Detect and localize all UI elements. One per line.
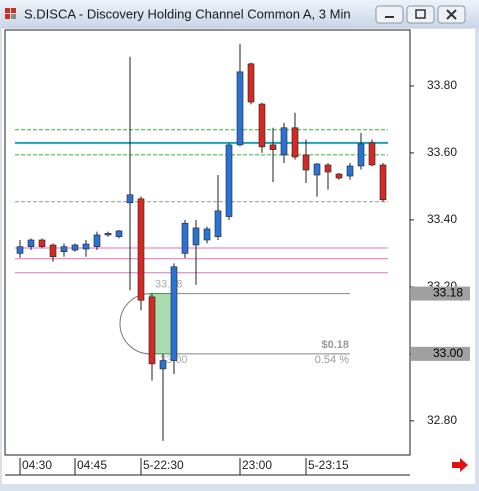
- app-icon: [5, 8, 16, 19]
- candle-body: [236, 71, 244, 146]
- candle-body: [16, 246, 24, 254]
- candle-body: [137, 198, 145, 301]
- y-tick-label: 33.80: [427, 78, 457, 92]
- y-tick-label: 33.60: [427, 145, 457, 159]
- x-tick-label: 04:45: [77, 458, 107, 472]
- measure-high-label: 33.18: [155, 278, 183, 290]
- candle-body: [269, 144, 277, 150]
- candle-body: [357, 143, 365, 167]
- candle-body: [368, 142, 376, 166]
- candle-body: [258, 103, 266, 148]
- price-marker: [411, 286, 470, 301]
- candle-body: [60, 246, 68, 253]
- candle-body: [214, 210, 222, 237]
- candle-body: [280, 127, 288, 156]
- candle-body: [170, 266, 178, 361]
- measure-change: $0.18: [321, 339, 349, 351]
- candle-body: [291, 127, 299, 158]
- candle-body: [335, 173, 343, 179]
- price-marker-label: 33.18: [433, 286, 463, 300]
- candle-body: [324, 164, 332, 173]
- candle-body: [346, 165, 354, 177]
- candle-body: [27, 239, 35, 247]
- candle-body: [71, 244, 79, 251]
- candle-body: [379, 164, 387, 201]
- candle-body: [93, 234, 101, 247]
- candle-body: [38, 239, 46, 247]
- candle-body: [302, 154, 310, 171]
- candle-body: [159, 360, 167, 370]
- price-marker-label: 33.00: [433, 346, 463, 360]
- x-tick-label: 5-23:15: [308, 458, 349, 472]
- candle-body: [313, 163, 321, 176]
- x-tick-label: 23:00: [242, 458, 272, 472]
- candle-body: [49, 244, 57, 258]
- x-tick-label: 04:30: [22, 458, 52, 472]
- candle-body: [181, 222, 189, 254]
- candle-body: [148, 296, 156, 365]
- scroll-arrow[interactable]: [452, 458, 468, 472]
- chart-title: S.DISCA - Discovery Holding Channel Comm…: [24, 6, 351, 21]
- x-tick-label: 5-22:30: [143, 458, 184, 472]
- candle-body: [104, 232, 112, 236]
- candle-body: [247, 63, 255, 103]
- candle-body: [115, 230, 123, 237]
- candle-body: [82, 243, 90, 250]
- candle-body: [203, 228, 211, 241]
- y-tick-label: 32.80: [427, 413, 457, 427]
- close-button[interactable]: [437, 5, 466, 24]
- candle-body: [225, 144, 233, 217]
- minimize-button[interactable]: [375, 5, 404, 24]
- candle-body: [192, 227, 200, 246]
- measure-percent: 0.54 %: [315, 354, 349, 366]
- y-tick-label: 33.40: [427, 212, 457, 226]
- restore-button[interactable]: [406, 5, 435, 24]
- price-marker: [411, 346, 470, 361]
- candle-body: [126, 194, 134, 204]
